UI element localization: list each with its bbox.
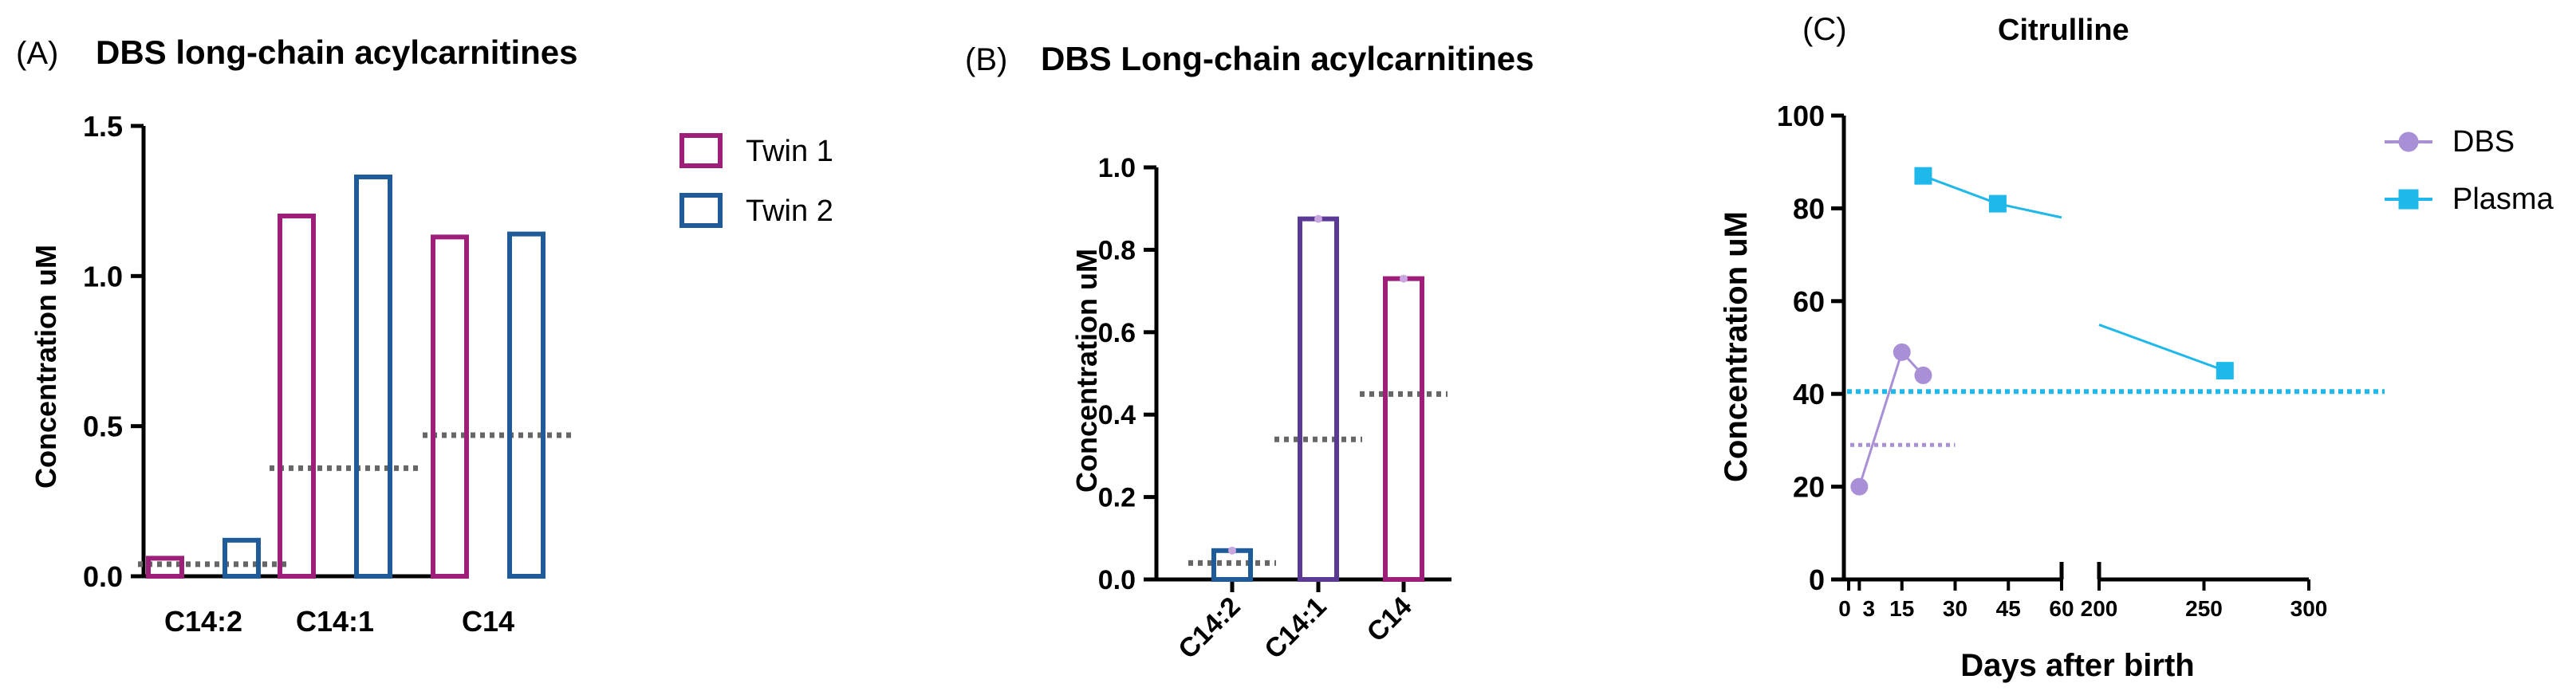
panel-a-ytick-label: 0.5	[83, 410, 123, 443]
panel-a-ylabel: Concentration uM	[30, 245, 62, 489]
panel-b-reference-lines	[1188, 391, 1448, 566]
panel-c-label: (C)	[1802, 12, 1847, 47]
panel-c-ylabel: Concentration uM	[1719, 211, 1754, 482]
panel-b-ytick-label: 0.0	[1098, 565, 1136, 595]
panel-a-bar-twin2	[354, 175, 392, 579]
panel-a-bars	[146, 175, 546, 579]
panel-a-xtick-label: C14	[462, 605, 514, 638]
panel-b-xticks: C14:2 C14:1 C14	[1172, 579, 1418, 665]
panel-b-xtick-label: C14:2	[1172, 591, 1246, 665]
panel-c-xtick-label: 45	[1996, 596, 2021, 621]
panel-c-point-plasma	[2216, 362, 2234, 380]
panel-c-xtick-label: 250	[2185, 596, 2223, 621]
panel-a-ytick-label: 1.0	[83, 260, 123, 293]
panel-c-xtick-label: 30	[1943, 596, 1967, 621]
panel-a-legend: Twin 1 Twin 2	[679, 133, 833, 228]
panel-c-title: Citrulline	[1998, 14, 2129, 47]
legend-marker-dbs	[2398, 132, 2419, 152]
panel-b: (B) DBS Long-chain acylcarnitines Concen…	[965, 40, 1534, 665]
panel-c-ytick-label: 60	[1793, 285, 1825, 318]
panel-a-label: (A)	[16, 36, 58, 71]
panel-c-reference-lines	[1847, 389, 2385, 447]
panel-a-xticks: C14:2 C14:1 C14	[164, 605, 514, 638]
panel-c-point-dbs	[1914, 366, 1932, 384]
panel-c-xtick-label: 300	[2290, 596, 2328, 621]
panel-c-ytick-label: 40	[1793, 378, 1825, 410]
panel-c-point-dbs	[1850, 477, 1869, 496]
legend-label-twin2: Twin 2	[746, 194, 833, 228]
panel-a-bar-twin1	[278, 214, 316, 579]
panel-c-xtick-label: 200	[2081, 596, 2118, 621]
panel-a: (A) DBS long-chain acylcarnitines Concen…	[16, 33, 833, 638]
panel-c-legend: DBS Plasma	[2385, 125, 2554, 216]
panel-b-ytick-label: 1.0	[1098, 153, 1136, 183]
panel-b-bar-point	[1228, 546, 1236, 555]
panel-b-bar	[1383, 276, 1424, 582]
panel-a-ytick-label: 0.0	[83, 560, 123, 593]
panel-a-bar-twin2	[223, 537, 261, 579]
panel-b-ylabel: Concentration uM	[1070, 249, 1103, 493]
panel-b-ytick-label: 0.6	[1098, 318, 1136, 348]
panel-c-ytick-label: 20	[1793, 471, 1825, 504]
panel-a-yticks: 0.0 0.5 1.0 1.5	[83, 110, 144, 593]
panel-c-xtick-label: 15	[1889, 596, 1914, 621]
panel-b-xtick-label: C14	[1361, 591, 1418, 648]
panel-c-xtick-label: 3	[1863, 596, 1876, 621]
panel-c-axes	[1841, 116, 2309, 582]
legend-label-twin1: Twin 1	[746, 135, 833, 168]
legend-swatch-twin2	[679, 193, 723, 228]
panel-c-series	[1850, 167, 2234, 496]
panel-b-bars	[1211, 214, 1424, 582]
panel-b-label: (B)	[965, 42, 1007, 77]
panel-b-ytick-label: 0.8	[1098, 235, 1136, 265]
panel-c-yticks: 0 20 40 60 80 100	[1777, 100, 1844, 596]
panel-c-xticks: 0 3 15 30 45 60 200 250 300	[1838, 579, 2327, 621]
panel-a-bar-twin2	[507, 231, 546, 579]
panel-a-title: DBS long-chain acylcarnitines	[96, 33, 578, 71]
panel-c-ytick-label: 0	[1809, 564, 1825, 596]
panel-b-xtick-label: C14:1	[1258, 591, 1332, 665]
panel-b-axes	[1154, 167, 1451, 582]
panel-a-xtick-label: C14:1	[296, 605, 374, 638]
legend-label-dbs: DBS	[2452, 125, 2515, 159]
panel-c-xlabel: Days after birth	[1960, 648, 2194, 683]
legend-marker-plasma	[2398, 189, 2419, 210]
panel-c-point-plasma	[1914, 167, 1932, 185]
panel-c-line-dbs	[1857, 351, 1904, 488]
panel-a-bar-twin1	[146, 556, 184, 579]
panel-c-line-plasma	[2098, 324, 2226, 372]
panel-a-bar-twin1	[431, 234, 469, 579]
panel-b-ytick-label: 0.4	[1098, 400, 1136, 430]
panel-c-line-plasma	[1922, 175, 1999, 205]
panel-b-bar-point	[1400, 274, 1408, 283]
panel-c-line-plasma	[1997, 202, 2062, 219]
panel-b-yticks: 0.0 0.2 0.4 0.6 0.8 1.0	[1098, 153, 1156, 595]
legend-label-plasma: Plasma	[2452, 183, 2554, 216]
panel-c-xtick-label: 0	[1838, 596, 1851, 621]
legend-swatch-twin1	[679, 133, 723, 168]
panel-c-xtick-label: 60	[2049, 596, 2074, 621]
panel-b-bar	[1298, 216, 1339, 582]
panel-b-ytick-label: 0.2	[1098, 483, 1136, 513]
panel-c-point-plasma	[1988, 194, 2007, 213]
panel-a-axes	[141, 126, 447, 579]
panel-c-ytick-label: 100	[1777, 100, 1825, 132]
panel-c-ytick-label: 80	[1793, 192, 1825, 225]
panel-b-title: DBS Long-chain acylcarnitines	[1041, 40, 1534, 77]
panel-a-xtick-label: C14:2	[164, 605, 242, 638]
panel-c: (C) Citrulline Concentration uM Days aft…	[1719, 12, 2554, 683]
panel-b-bar-point	[1314, 214, 1322, 223]
panel-a-ytick-label: 1.5	[83, 110, 123, 143]
panel-c-point-dbs	[1893, 343, 1911, 361]
